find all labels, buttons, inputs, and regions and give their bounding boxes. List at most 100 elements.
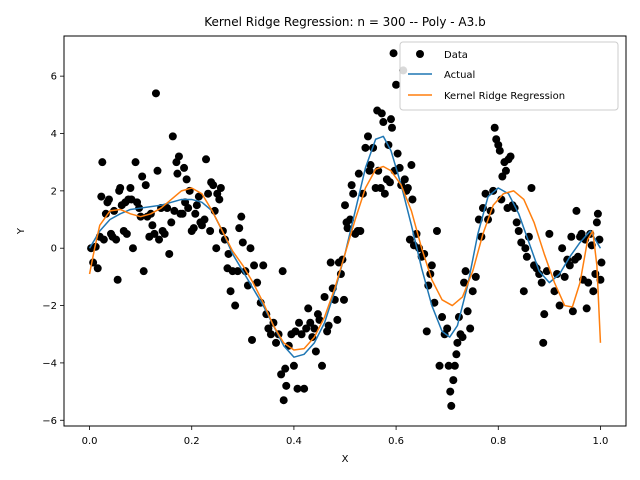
data-point — [163, 204, 172, 213]
data-point — [311, 347, 320, 356]
data-point — [558, 244, 567, 253]
x-axis: 0.0 0.2 0.4 0.6 0.8 1.0 — [82, 426, 609, 447]
data-point — [104, 195, 113, 204]
data-point — [304, 304, 313, 313]
legend-label-krr: Kernel Ridge Regression — [444, 91, 565, 102]
data-point — [180, 163, 189, 172]
y-tick-label: −6 — [42, 416, 57, 427]
data-point — [339, 295, 348, 304]
data-point — [363, 132, 372, 141]
data-point — [341, 201, 349, 210]
data-point — [266, 330, 275, 339]
data-point — [568, 307, 577, 316]
data-point — [259, 261, 268, 270]
data-point — [577, 229, 586, 238]
data-point — [202, 155, 211, 164]
data-point — [98, 158, 107, 167]
y-tick-label: −2 — [42, 301, 57, 312]
data-point — [139, 267, 148, 276]
data-point — [153, 166, 162, 175]
data-point — [582, 304, 591, 313]
plot-area: 0.0 0.2 0.4 0.6 0.8 1.0 −6 −4 −2 0 2 4 6 — [42, 35, 627, 447]
data-point — [567, 232, 576, 241]
data-point — [438, 313, 447, 322]
data-point — [356, 227, 365, 235]
data-point — [527, 183, 536, 192]
y-axis: −6 −4 −2 0 2 4 6 — [42, 72, 64, 427]
data-point — [93, 264, 102, 273]
data-point — [151, 89, 160, 98]
data-point — [226, 287, 235, 296]
data-point — [310, 324, 319, 333]
data-point — [126, 183, 135, 192]
data-point — [209, 181, 218, 190]
data-point — [99, 235, 108, 244]
data-point — [435, 361, 444, 370]
legend-data-marker — [416, 50, 424, 58]
data-point — [282, 381, 291, 390]
data-point — [385, 178, 394, 187]
data-point — [512, 218, 521, 227]
data-point — [324, 321, 333, 330]
data-point — [343, 224, 352, 233]
data-point — [291, 327, 300, 336]
x-tick-label: 0.0 — [82, 436, 98, 447]
data-point — [155, 235, 164, 244]
data-point — [204, 189, 213, 198]
y-tick-label: −4 — [42, 358, 57, 369]
x-tick-label: 0.8 — [490, 436, 506, 447]
data-point — [519, 287, 528, 296]
data-point — [517, 238, 526, 247]
data-point — [550, 287, 559, 296]
data-point — [400, 175, 409, 184]
data-point — [233, 267, 242, 276]
data-point — [167, 218, 176, 227]
data-point — [184, 204, 193, 213]
data-point — [553, 270, 562, 279]
data-point — [432, 227, 441, 235]
data-point — [572, 206, 581, 215]
data-point — [173, 169, 182, 178]
data-point — [443, 324, 452, 333]
y-tick-label: 4 — [51, 129, 57, 140]
data-point — [112, 235, 121, 244]
data-point — [279, 396, 288, 405]
data-point — [354, 169, 363, 178]
data-point — [460, 278, 469, 287]
x-tick-label: 1.0 — [593, 436, 609, 447]
data-point — [165, 249, 174, 258]
data-point — [506, 152, 515, 161]
legend-label-actual: Actual — [444, 70, 475, 81]
data-point — [215, 195, 224, 204]
data-point — [468, 287, 477, 296]
data-point — [430, 298, 439, 307]
data-point — [231, 301, 240, 310]
kernel-ridge-regression-line — [88, 165, 602, 351]
data-point — [388, 123, 396, 132]
axes-frame — [63, 35, 627, 427]
data-point — [447, 401, 456, 410]
data-point — [446, 387, 455, 396]
data-point — [101, 209, 110, 218]
data-point — [535, 270, 544, 279]
data-point — [540, 310, 549, 319]
data-point — [361, 143, 370, 152]
data-point — [393, 149, 402, 158]
data-point — [403, 183, 412, 192]
data-point — [277, 370, 286, 379]
data-point — [138, 172, 147, 181]
data-point — [128, 244, 137, 253]
data-point — [501, 166, 510, 175]
data-point — [347, 181, 356, 190]
data-point — [376, 183, 385, 192]
actual-line — [88, 135, 602, 358]
legend: Data Actual Kernel Ridge Regression — [399, 41, 619, 111]
chart-title: Kernel Ridge Regression: n = 300 -- Poly… — [204, 15, 485, 29]
data-point — [297, 330, 306, 339]
data-point — [490, 123, 499, 132]
data-point — [194, 192, 203, 201]
data-point — [300, 384, 309, 393]
data-point — [278, 267, 287, 276]
data-point — [555, 301, 564, 310]
data-point — [463, 307, 472, 316]
